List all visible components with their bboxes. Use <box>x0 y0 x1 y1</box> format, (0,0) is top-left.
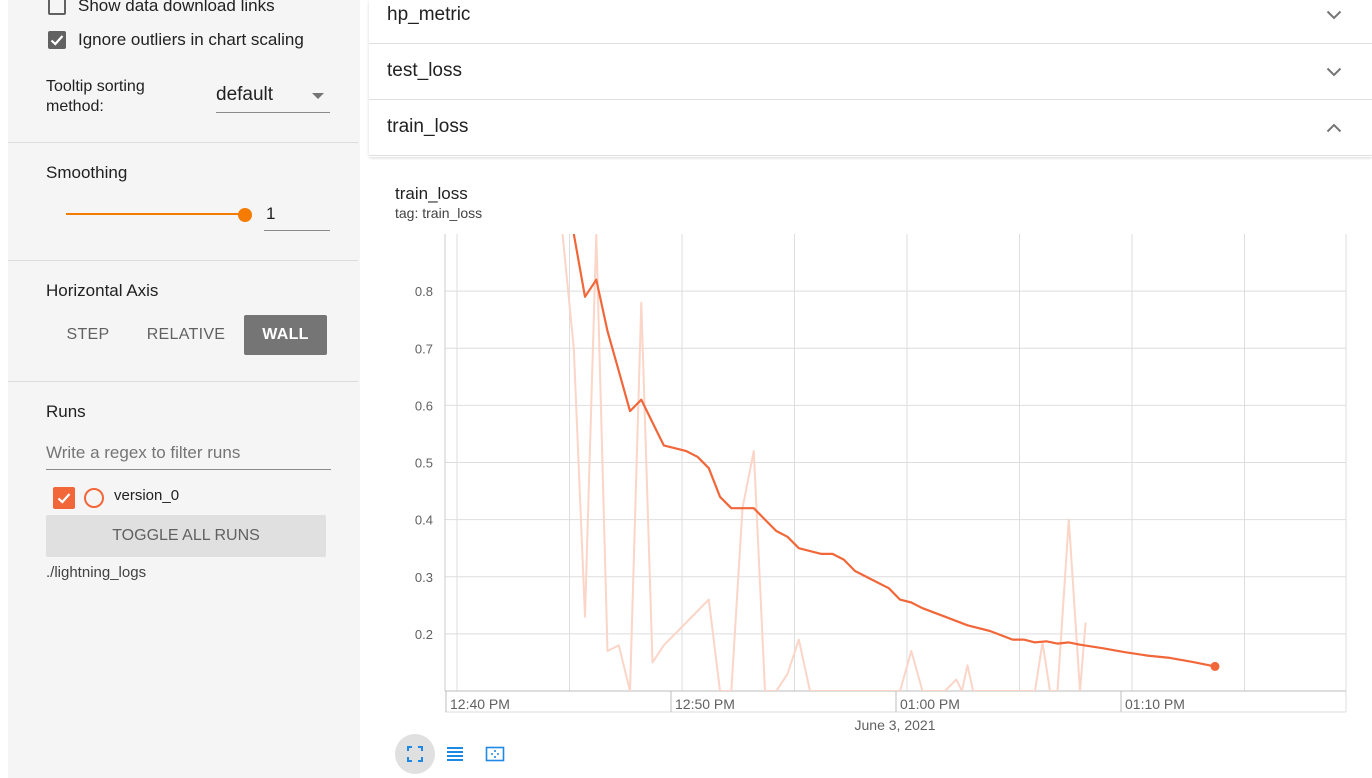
card-test-loss[interactable]: test_loss <box>369 44 1372 100</box>
show-download-links-checkbox[interactable] <box>48 0 66 15</box>
tooltip-sorting-value: default <box>216 84 274 105</box>
smoothing-label: Smoothing <box>46 163 128 182</box>
toggle-log-scale-button[interactable] <box>435 734 475 774</box>
card-train-loss[interactable]: train_loss <box>369 100 1372 156</box>
card-hp-metric[interactable]: hp_metric <box>369 0 1372 44</box>
chart-tag: tag: train_loss <box>395 205 483 221</box>
toggle-all-runs-button[interactable]: TOGGLE ALL RUNS <box>46 515 326 557</box>
y-tick-label: 0.5 <box>415 456 433 471</box>
horizontal-axis-label: Horizontal Axis <box>46 281 159 300</box>
y-tick-label: 0.8 <box>415 284 433 299</box>
run-filter-placeholder: Write a regex to filter runs <box>46 443 241 462</box>
smoothed-series-line <box>572 234 1216 668</box>
fit-to-data-icon <box>485 746 505 762</box>
chart-title: train_loss <box>395 184 468 203</box>
fit-domain-icon <box>407 746 423 762</box>
raw-series-line <box>561 234 1087 691</box>
tooltip-sorting-label: Tooltip sorting method: <box>46 77 145 117</box>
y-tick-label: 0.7 <box>415 341 433 356</box>
y-tick-label: 0.3 <box>415 570 433 585</box>
checkmark-icon <box>50 35 64 46</box>
axis-wall-button[interactable]: WALL <box>244 315 327 355</box>
train-loss-chart[interactable]: 0.2 0.3 0.4 0.5 0.6 0.7 0.8 12:40 PM 12:50 PM 01:… <box>369 0 1372 778</box>
run-version-0-checkbox[interactable] <box>53 487 75 509</box>
y-tick-label: 0.2 <box>415 627 433 642</box>
card-title: hp_metric <box>387 4 471 25</box>
card-title: train_loss <box>387 116 469 137</box>
smoothing-slider-thumb[interactable] <box>238 208 252 222</box>
smoothing-slider-track[interactable] <box>66 213 246 215</box>
settings-sidebar: Show data download links Ignore outliers… <box>8 0 360 778</box>
toggle-log-scale-icon <box>447 747 463 761</box>
section-divider <box>8 260 358 261</box>
x-tick-label: 12:50 PM <box>675 696 735 712</box>
axis-relative-button[interactable]: RELATIVE <box>146 326 226 343</box>
runs-label: Runs <box>46 402 86 421</box>
last-point-marker <box>1210 661 1220 671</box>
fit-domain-button[interactable] <box>395 734 435 774</box>
chevron-up-icon <box>1326 123 1342 133</box>
smoothing-value: 1 <box>266 204 276 223</box>
y-tick-label: 0.6 <box>415 398 433 413</box>
run-version-0-label: version_0 <box>114 487 180 504</box>
fit-to-data-button[interactable] <box>475 734 515 774</box>
x-tick-label: 12:40 PM <box>450 696 510 712</box>
axis-step-button[interactable]: STEP <box>66 326 110 343</box>
x-date-label: June 3, 2021 <box>855 717 936 733</box>
smoothing-value-input[interactable]: 1 <box>264 200 330 231</box>
tooltip-sorting-select[interactable]: default <box>216 82 330 113</box>
section-divider <box>8 142 358 143</box>
main-panel: hp_metric test_loss train_loss train_los… <box>369 0 1372 778</box>
run-filter-input[interactable]: Write a regex to filter runs <box>46 438 331 470</box>
ignore-outliers-checkbox[interactable] <box>48 31 66 49</box>
ignore-outliers-label: Ignore outliers in chart scaling <box>78 30 304 49</box>
tooltip-sorting-label-line2: method: <box>46 98 104 115</box>
x-tick-label: 01:10 PM <box>1125 696 1185 712</box>
log-directory: ./lightning_logs <box>46 564 147 581</box>
chevron-down-icon <box>1326 10 1342 20</box>
card-title: test_loss <box>387 60 462 81</box>
run-color-swatch[interactable] <box>84 488 104 508</box>
y-tick-label: 0.4 <box>415 513 433 528</box>
show-download-links-label: Show data download links <box>78 0 275 15</box>
tooltip-sorting-label-line1: Tooltip sorting <box>46 78 145 95</box>
checkmark-icon <box>57 493 71 504</box>
chevron-down-icon <box>1326 67 1342 77</box>
section-divider <box>8 381 358 382</box>
dropdown-caret-icon <box>312 93 324 99</box>
x-tick-label: 01:00 PM <box>900 696 960 712</box>
